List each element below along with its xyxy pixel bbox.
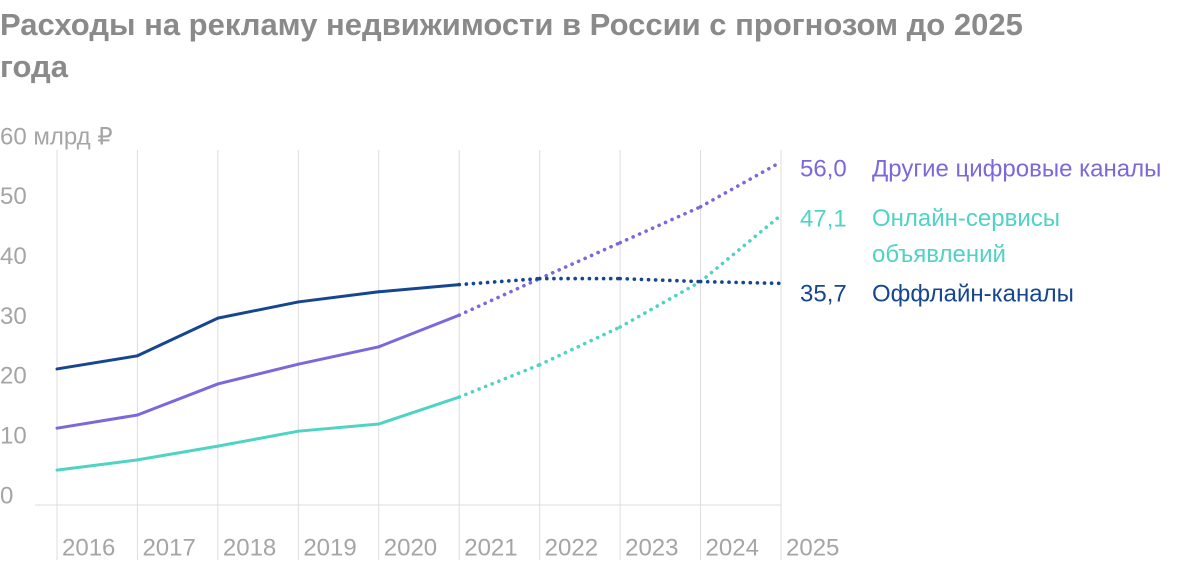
x-tick-label: 2017	[142, 534, 195, 561]
x-tick-label: 2022	[545, 534, 598, 561]
series-line	[135, 316, 220, 358]
legend-label: Онлайн-сервисы объявлений	[872, 205, 1067, 268]
y-tick-label: 20	[0, 363, 27, 390]
series-line	[698, 160, 783, 209]
x-tick-label: 2021	[464, 534, 517, 561]
series-line	[698, 213, 783, 284]
legend-label: Другие цифровые каналы	[872, 155, 1161, 182]
series-line	[296, 422, 381, 433]
series-line	[216, 300, 300, 320]
series-line	[216, 362, 300, 386]
series-line	[377, 283, 461, 294]
series-line	[216, 429, 300, 448]
series-line	[457, 276, 542, 317]
x-tick-label: 2023	[625, 534, 678, 561]
y-tick-label: 60 млрд ₽	[0, 123, 113, 150]
series-line	[55, 413, 139, 430]
series-line	[618, 205, 703, 245]
y-tick-label: 50	[0, 183, 27, 210]
series-line	[296, 290, 381, 304]
series-line	[457, 276, 542, 287]
x-tick-label: 2018	[223, 534, 276, 561]
series-line	[377, 313, 461, 349]
series-line	[457, 362, 542, 399]
x-tick-label: 2019	[303, 534, 356, 561]
series-line	[296, 345, 381, 366]
x-tick-label: 2025	[786, 534, 839, 561]
series-line	[537, 240, 622, 281]
y-tick-label: 30	[0, 303, 27, 330]
series-line	[135, 444, 220, 462]
chart-title: Расходы на рекламу недвижимости в России…	[0, 7, 1023, 84]
x-tick-label: 2016	[62, 534, 115, 561]
legend-label: Оффлайн-каналы	[872, 280, 1074, 307]
series-line	[537, 325, 622, 367]
y-tick-label: 0	[0, 482, 13, 509]
y-tick-label: 10	[0, 423, 27, 450]
series-line	[55, 458, 139, 472]
x-tick-label: 2024	[706, 534, 759, 561]
value-label: 47,1	[800, 205, 847, 232]
x-tick-label: 2020	[384, 534, 437, 561]
value-label: 35,7	[800, 280, 847, 307]
series-line	[55, 354, 139, 371]
series-line	[618, 276, 703, 284]
value-label: 56,0	[800, 155, 847, 182]
series-line	[135, 382, 220, 417]
series-line	[618, 279, 703, 329]
series-line	[377, 395, 461, 426]
y-tick-label: 40	[0, 243, 27, 270]
series-line	[698, 279, 783, 286]
